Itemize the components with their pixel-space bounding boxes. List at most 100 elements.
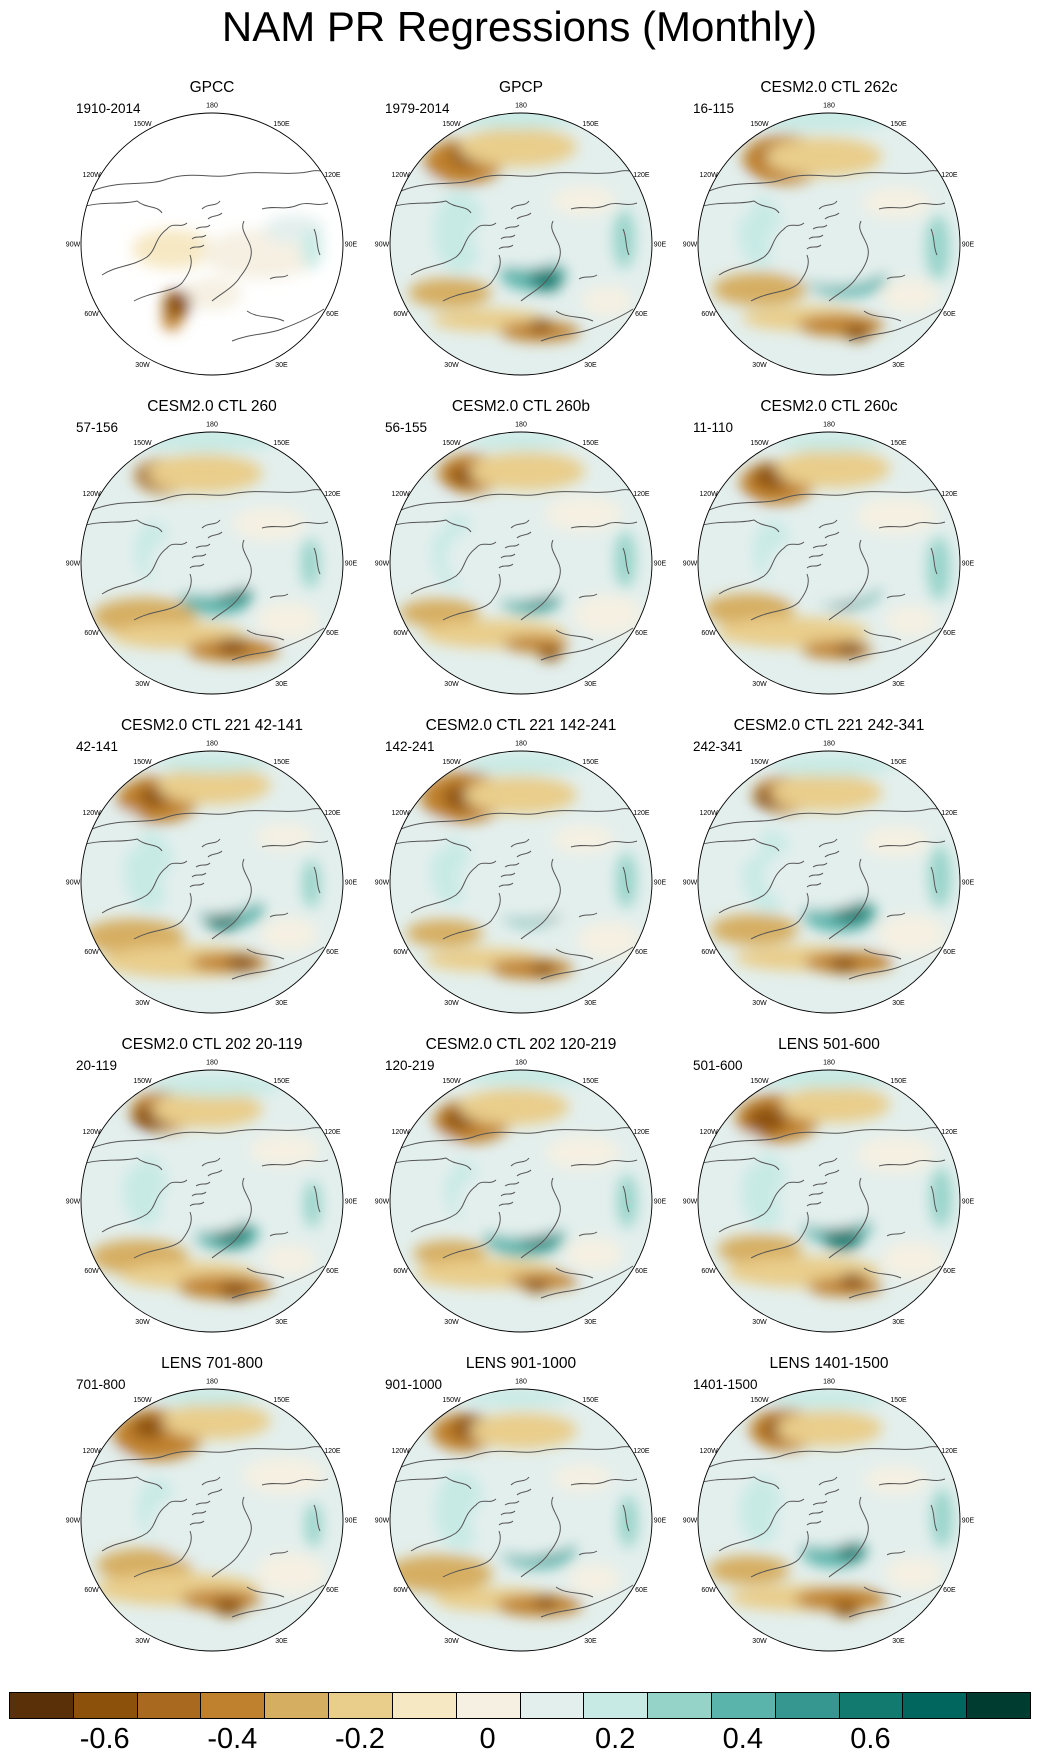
field-contour bbox=[538, 646, 562, 661]
period-label: 57-156 bbox=[76, 420, 119, 435]
field-contour bbox=[930, 1167, 952, 1228]
period-label: 11-110 bbox=[693, 420, 734, 435]
lon-label: 120W bbox=[699, 1129, 718, 1136]
lon-label: 180 bbox=[823, 422, 835, 429]
coastline bbox=[211, 1496, 252, 1578]
coastline bbox=[812, 838, 840, 868]
coastline bbox=[622, 547, 630, 575]
map-panel-2: GPCP 180150E120E90E60E30E030W60W90W120W1… bbox=[371, 79, 671, 379]
lon-label: 150E bbox=[582, 121, 599, 128]
coastline bbox=[313, 866, 321, 894]
field-contour bbox=[836, 640, 865, 657]
lon-label: 120W bbox=[699, 172, 718, 179]
lon-label: 120E bbox=[324, 172, 341, 179]
lon-label: 120E bbox=[633, 1448, 650, 1455]
coastline bbox=[570, 1478, 638, 1486]
coastline bbox=[886, 274, 906, 280]
coastline bbox=[848, 1265, 942, 1299]
lon-label: 60W bbox=[84, 630, 99, 637]
period-label: 242-341 bbox=[693, 739, 743, 754]
precip-regression-field bbox=[698, 1389, 960, 1651]
lon-label: 30E bbox=[892, 681, 905, 688]
coastline bbox=[91, 1446, 343, 1468]
coastline bbox=[504, 1476, 532, 1506]
coastline bbox=[313, 547, 321, 575]
coastline bbox=[211, 858, 252, 940]
lon-label: 30W bbox=[444, 362, 459, 369]
lon-label: 60E bbox=[635, 949, 648, 956]
precip-regression-field bbox=[698, 1070, 960, 1332]
field-contour bbox=[112, 1135, 143, 1170]
panel-title: CESM2.0 CTL 260b bbox=[451, 398, 591, 415]
lon-label: 60W bbox=[393, 1268, 408, 1275]
lon-label: 120E bbox=[941, 1129, 958, 1136]
field-contour bbox=[552, 1464, 612, 1492]
longitude-labels: 180150E120E90E60E30E030W60W90W120W150W bbox=[375, 103, 667, 369]
lon-label: 30W bbox=[752, 1000, 767, 1007]
lon-label: 90E bbox=[654, 880, 667, 887]
lon-label: 30E bbox=[275, 1000, 288, 1007]
coastline bbox=[101, 1179, 188, 1233]
field-contour bbox=[161, 852, 268, 915]
lon-label: 120E bbox=[941, 172, 958, 179]
lon-label: 30W bbox=[752, 1319, 767, 1326]
map-panel-15: LENS 1401-1500 180150E120E90E60E30E030W6… bbox=[679, 1355, 979, 1655]
longitude-labels: 180150E120E90E60E30E030W60W90W120W150W bbox=[375, 422, 667, 688]
lon-label: 180 bbox=[515, 103, 527, 110]
lon-label: 90W bbox=[683, 880, 698, 887]
field-contour bbox=[182, 278, 242, 310]
lon-label: 60E bbox=[635, 1268, 648, 1275]
field-contour bbox=[836, 1543, 864, 1562]
field-contour bbox=[739, 1476, 782, 1544]
coastline bbox=[718, 860, 805, 914]
coastline bbox=[540, 627, 634, 661]
lon-label: 30W bbox=[135, 362, 150, 369]
lon-label: 120E bbox=[324, 810, 341, 817]
lon-label: 90E bbox=[654, 242, 667, 249]
panel-title: CESM2.0 CTL 221 242-341 bbox=[733, 717, 925, 734]
lon-label: 60E bbox=[326, 1587, 339, 1594]
coastline bbox=[848, 1584, 942, 1618]
lon-label: 30W bbox=[135, 1000, 150, 1007]
field-contour bbox=[152, 1074, 284, 1097]
coastlines bbox=[390, 1127, 652, 1299]
coastlines bbox=[698, 1127, 960, 1299]
lon-label: 180 bbox=[823, 1060, 835, 1067]
field-contour bbox=[764, 137, 883, 177]
lon-label: 150E bbox=[273, 1397, 290, 1404]
coastline bbox=[718, 541, 805, 595]
coastline bbox=[886, 1550, 906, 1556]
coastline bbox=[806, 553, 824, 569]
colorbar-swatch bbox=[391, 1692, 457, 1719]
figure-title: NAM PR Regressions (Monthly) bbox=[221, 3, 818, 50]
field-contour bbox=[255, 823, 314, 851]
lon-label: 180 bbox=[206, 1379, 218, 1386]
lon-label: 90W bbox=[66, 242, 81, 249]
map-boundary bbox=[389, 750, 653, 1014]
panel-title: CESM2.0 CTL 221 142-241 bbox=[425, 717, 617, 734]
coastline bbox=[390, 1157, 472, 1171]
coastline bbox=[81, 1157, 163, 1171]
lon-label: 150W bbox=[750, 121, 769, 128]
polar-map: 180150E120E90E60E30E030W60W90W120W150W bbox=[66, 103, 358, 376]
longitude-labels: 180150E120E90E60E30E030W60W90W120W150W bbox=[683, 1060, 975, 1326]
coastline bbox=[246, 948, 285, 960]
field-contour bbox=[159, 1176, 256, 1233]
panel-title: LENS 701-800 bbox=[161, 1355, 263, 1372]
longitude-labels: 180150E120E90E60E30E030W60W90W120W150W bbox=[375, 1060, 667, 1326]
precip-regression-field bbox=[81, 1389, 343, 1651]
field-contour bbox=[766, 531, 891, 604]
coastline bbox=[133, 254, 192, 302]
coastline bbox=[698, 1157, 780, 1171]
panel-title: GPCC bbox=[189, 79, 235, 96]
polar-map: 180150E120E90E60E30E030W60W90W120W150W bbox=[66, 1060, 358, 1333]
coastline bbox=[410, 222, 497, 276]
coastline bbox=[101, 222, 188, 276]
coastlines bbox=[390, 170, 652, 342]
field-contour bbox=[839, 1273, 867, 1289]
lon-label: 150E bbox=[273, 440, 290, 447]
field-contour bbox=[469, 451, 585, 491]
map-panel-3: CESM2.0 CTL 262c 180150E120E90E60E30E030… bbox=[679, 79, 979, 379]
lon-label: 120W bbox=[391, 1129, 410, 1136]
lon-label: 30E bbox=[892, 1638, 905, 1645]
